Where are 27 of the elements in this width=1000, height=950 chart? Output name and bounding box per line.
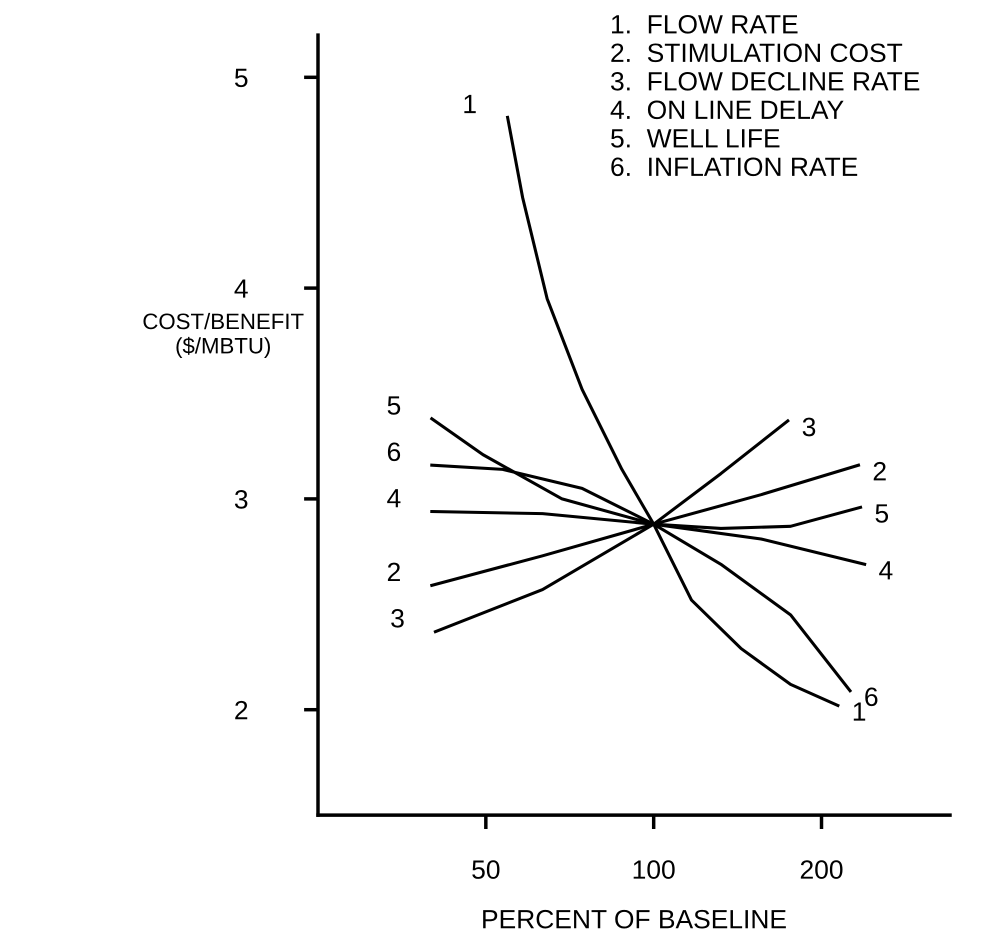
series-label: 4 <box>879 561 892 580</box>
series-label: 1 <box>854 702 866 721</box>
text: 3 <box>391 608 404 628</box>
x-tick-label: 200 <box>800 860 842 879</box>
annotation: 5. WELL LIFE <box>611 129 780 148</box>
y-tick-label: 4 <box>234 280 248 298</box>
x-tick-label: 100 <box>634 860 675 879</box>
x-axis-title: PERCENT OF BASELINE <box>483 910 786 929</box>
text: 4 <box>387 489 400 508</box>
text: 2 <box>388 562 400 582</box>
y-axis-title: COST/BENEFIT ($/MBTU) <box>143 312 304 358</box>
annotation: 4. ON LINE DELAY <box>610 100 844 120</box>
series-label: 3 <box>802 418 816 436</box>
annotation: 2. STIMULATION COST <box>611 43 902 62</box>
text: 6 <box>388 442 400 462</box>
text: 1. FLOW RATE <box>612 14 798 34</box>
series-label: 2 <box>874 462 886 480</box>
series-label: 5 <box>876 504 888 523</box>
series-label: 6 <box>865 687 878 706</box>
x-tick-label: 50 <box>472 860 500 879</box>
annotation: 6. INFLATION RATE <box>611 157 858 176</box>
annotation: 3. FLOW DECLINE RATE <box>611 72 920 91</box>
y-tick-label: 3 <box>234 490 248 509</box>
text: 5 <box>388 396 400 415</box>
y-tick-label: 2 <box>235 700 248 720</box>
text: 1 <box>464 94 476 114</box>
y-tick-label: 5 <box>234 68 248 88</box>
